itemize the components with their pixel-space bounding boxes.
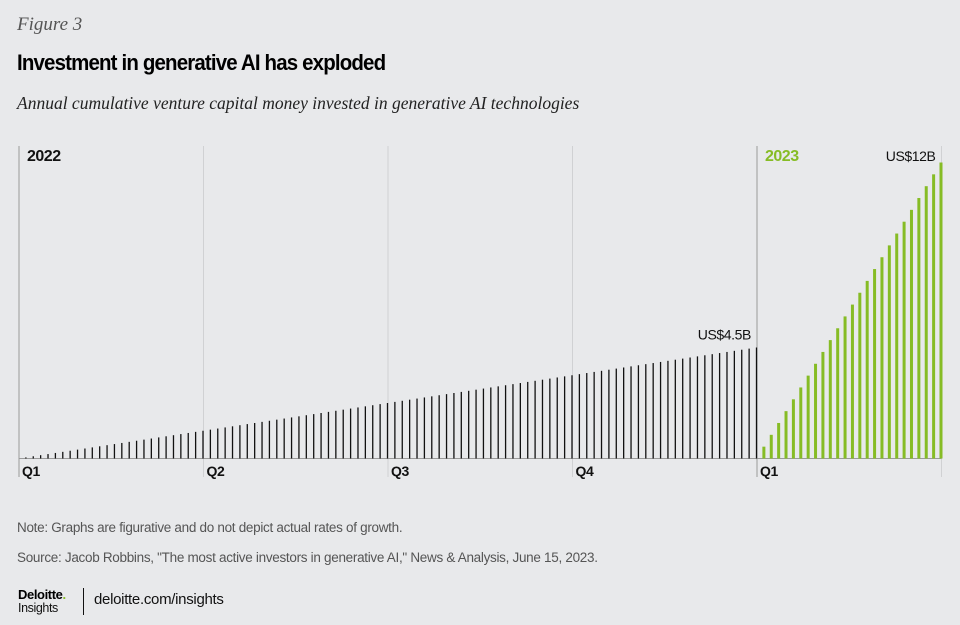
end-value-label-2022: US$4.5B [698,327,751,343]
bar [873,269,877,459]
deloitte-insights-logo: Deloitte. Insights [18,588,66,615]
quarter-label: Q4 [576,463,594,479]
bar [799,387,803,459]
footer-url[interactable]: deloitte.com/insights [94,591,224,608]
bar [828,340,832,459]
chart-title: Investment in generative AI has exploded [17,50,386,75]
bar [791,399,795,459]
figure-label: Figure 3 [17,14,83,35]
chart-subtitle: Annual cumulative venture capital money … [17,93,580,113]
bar [909,209,913,459]
bar [939,162,943,459]
bar [836,328,840,459]
bar [865,280,869,459]
bar [902,221,906,459]
bar [843,316,847,459]
bar [887,245,891,459]
quarter-label: Q1 [22,463,40,479]
bar [895,233,899,459]
bar [784,411,788,459]
bar [924,186,928,459]
chart: 2022 Q1 Q2 Q3 Q4 US$4.5B 2023 Q1 US$12B [18,146,943,479]
bar [769,434,773,459]
chart-source: Source: Jacob Robbins, "The most active … [17,550,598,565]
bar [917,198,921,459]
quarter-label: Q3 [391,463,409,479]
chart-note: Note: Graphs are figurative and do not d… [17,520,403,535]
bar [806,375,810,459]
quarter-label: Q1 [760,463,778,479]
bar [932,174,936,459]
quarter-label: Q2 [207,463,225,479]
bar [880,257,884,459]
bar [821,351,825,459]
year-label-2023: 2023 [765,148,799,165]
bar [762,446,766,459]
bar [858,292,862,459]
bar [777,422,781,459]
brand-name: Deloitte. [18,588,66,601]
bar [814,363,818,459]
year-label-2022: 2022 [27,148,61,165]
brand-dot: . [62,587,66,602]
bar [850,304,854,459]
brand-sub: Insights [18,601,58,615]
footer-divider [83,588,84,615]
end-value-label-2023: US$12B [886,148,936,164]
brand-name-text: Deloitte [18,587,63,602]
